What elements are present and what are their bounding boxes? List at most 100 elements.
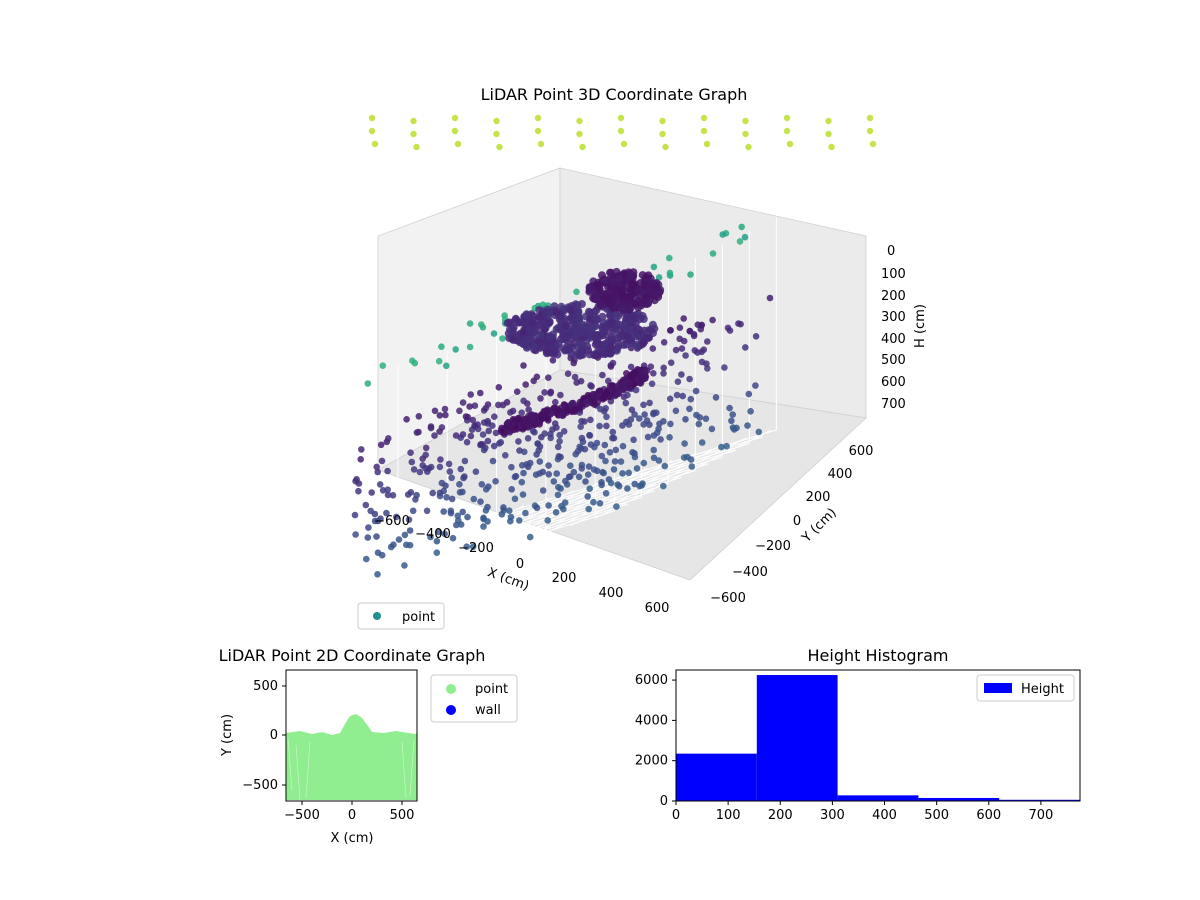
scatter-point	[570, 406, 578, 413]
scatter-point	[496, 143, 503, 151]
scatter-point	[747, 408, 754, 415]
scatter-point	[371, 510, 379, 518]
chart-2d: LiDAR Point 2D Coordinate Graph −500 0 5…	[219, 646, 518, 846]
scatter-point	[545, 471, 553, 478]
scatter-point	[552, 308, 561, 317]
scatter-point	[464, 513, 471, 521]
scatter-point	[687, 395, 695, 403]
scatter-point	[524, 435, 532, 442]
scatter-point	[724, 324, 732, 332]
scatter-point	[511, 495, 519, 503]
scatter-point	[598, 312, 607, 321]
scatter-point	[656, 420, 663, 428]
scatter-point	[498, 428, 505, 436]
scatter-point	[415, 413, 423, 420]
scatter-point	[825, 117, 832, 125]
scatter-point	[869, 140, 877, 148]
scatter-point	[678, 345, 686, 352]
z-tick-label: 400	[881, 332, 906, 347]
scatter-point	[735, 320, 742, 327]
x-tick-label: 200	[552, 571, 577, 586]
scatter-point	[511, 416, 519, 424]
scatter-point	[641, 411, 648, 418]
z-tick-label: 300	[881, 310, 906, 325]
scatter-point	[374, 549, 382, 556]
scatter-point	[598, 271, 606, 280]
scatter-point	[466, 320, 474, 327]
scatter-point	[596, 387, 604, 395]
scatter-point	[437, 456, 444, 463]
scatter-point	[410, 466, 418, 473]
scatter-point	[578, 465, 586, 472]
scatter-point	[550, 347, 559, 356]
scatter-point	[599, 371, 606, 379]
scatter-point	[552, 509, 560, 516]
scatter-point	[576, 403, 584, 411]
scatter-point	[603, 422, 610, 430]
scatter-point	[612, 346, 621, 355]
scatter-point	[463, 543, 471, 550]
scatter-point	[477, 441, 485, 448]
scatter-point	[506, 325, 514, 334]
scatter-point	[438, 343, 445, 351]
histogram-bar	[999, 799, 1080, 801]
scatter-point	[445, 460, 453, 468]
x-tick-label: 0	[348, 808, 356, 823]
scatter-point	[364, 534, 372, 541]
scatter-point	[451, 127, 459, 135]
scatter-point	[646, 421, 653, 429]
scatter-point	[828, 143, 835, 151]
histogram-x-ticks: 0 100 200 300 400 500 600 700	[672, 801, 1053, 823]
legend-frame	[976, 674, 1075, 702]
scatter-point	[374, 571, 381, 578]
scatter-point	[352, 477, 359, 485]
scatter-point	[539, 301, 547, 309]
scatter-point	[598, 452, 606, 460]
scatter-point	[627, 336, 636, 345]
scatter-point	[362, 501, 370, 509]
scatter-point	[371, 517, 379, 525]
scatter-point	[620, 140, 628, 148]
scatter-point	[543, 408, 551, 415]
scatter-point	[537, 140, 545, 148]
scatter-point	[700, 114, 708, 122]
scatter-point	[395, 536, 403, 543]
scatter-point	[625, 469, 632, 477]
x-tick-label: −400	[415, 527, 451, 542]
scatter-point	[419, 455, 427, 463]
scatter-point	[545, 462, 552, 469]
chart-3d-legend: point	[357, 602, 445, 630]
scatter-point	[617, 304, 626, 313]
scatter-point	[505, 318, 514, 327]
chart-3d-points	[351, 114, 877, 578]
scatter-point	[498, 511, 506, 518]
scatter-point	[672, 407, 680, 415]
scatter-point	[477, 389, 484, 397]
scatter-point	[427, 424, 435, 432]
scatter-point	[660, 482, 667, 490]
z-tick-label: 700	[881, 397, 906, 412]
scatter-point	[526, 533, 534, 541]
y-tick-label: −400	[732, 565, 768, 580]
scatter-point	[364, 380, 372, 387]
scatter-point	[512, 472, 520, 480]
scatter-point	[406, 527, 414, 534]
scatter-point	[639, 339, 648, 348]
scatter-point	[625, 381, 633, 389]
scatter-point	[533, 504, 541, 512]
legend-marker-point	[446, 684, 456, 694]
x-tick-label: 100	[716, 808, 741, 823]
scatter-point	[493, 117, 500, 125]
scatter-point	[419, 462, 427, 469]
scatter-point	[435, 357, 443, 365]
scatter-point	[694, 321, 702, 329]
scatter-point	[557, 404, 565, 412]
scatter-point	[411, 359, 419, 367]
legend-label-height: Height	[1021, 682, 1064, 697]
scatter-point	[660, 364, 667, 372]
scatter-point	[576, 130, 583, 138]
scatter-point	[599, 319, 608, 327]
scatter-point	[700, 127, 708, 135]
scatter-point	[534, 127, 542, 135]
scatter-point	[529, 342, 538, 351]
